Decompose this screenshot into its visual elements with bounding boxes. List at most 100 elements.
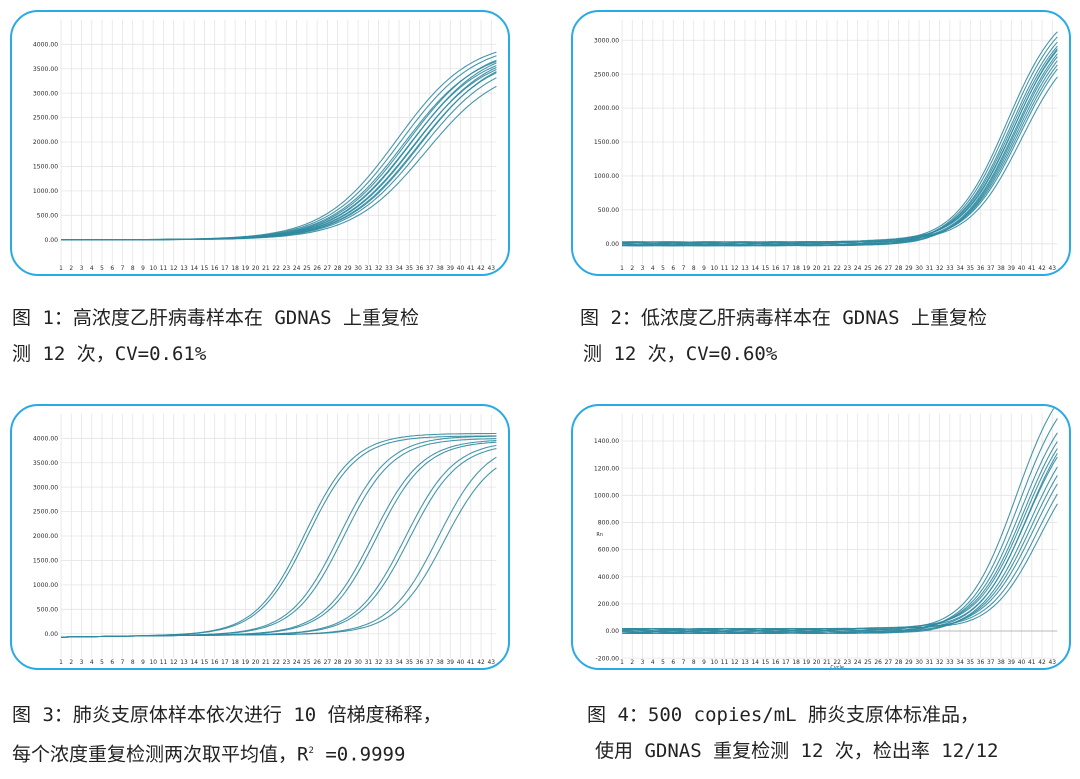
- x-tick-label: 42: [477, 266, 485, 272]
- amplification-curve: [622, 56, 1058, 247]
- amplification-curve: [61, 55, 497, 241]
- x-tick-label: 27: [324, 266, 332, 272]
- x-tick-label: 29: [905, 266, 913, 272]
- amplification-curve: [622, 45, 1058, 247]
- amplification-curve: [61, 85, 497, 241]
- x-tick-label: 16: [772, 660, 780, 666]
- x-tick-label: 32: [375, 660, 383, 666]
- y-tick-label: 0.00: [606, 241, 620, 248]
- x-tick-label: 34: [395, 660, 403, 666]
- x-tick-label: 25: [864, 266, 872, 272]
- x-tick-label: 32: [936, 266, 944, 272]
- x-tick-label: 4: [651, 266, 655, 272]
- amplification-curve: [61, 62, 497, 241]
- amplification-curve: [61, 456, 497, 638]
- x-tick-label: 7: [682, 266, 686, 272]
- caption-1: 图 1：高浓度乙肝病毒样本在 GDNAS 上重复检 测 12 次，CV=0.61…: [12, 300, 419, 372]
- x-tick-label: 38: [997, 660, 1005, 666]
- amplification-curve: [621, 64, 1058, 247]
- x-tick-label: 43: [488, 266, 496, 272]
- x-tick-label: 35: [406, 660, 414, 666]
- x-tick-label: 38: [436, 266, 444, 272]
- x-tick-label: 2: [69, 660, 73, 666]
- chart-panel-3: 1 2 3 4 5 6 7 8 9 10 11 12 13 14 15 16 17 18 19 20 21 22 23 24 2…: [10, 404, 510, 670]
- x-tick-label: 28: [895, 660, 903, 666]
- y-tick-label: 200.00: [598, 601, 619, 608]
- x-tick-label: 3: [641, 266, 645, 272]
- x-tick-label: 5: [100, 660, 104, 666]
- x-tick-label: 18: [231, 660, 239, 666]
- caption-2-line-1: 图 2：低浓度乙肝病毒样本在 GDNAS 上重复检: [580, 307, 987, 329]
- x-tick-label: 33: [385, 660, 393, 666]
- x-tick-label: 17: [782, 660, 790, 666]
- x-tick-label: 24: [854, 266, 862, 272]
- x-tick-label: 35: [967, 266, 975, 272]
- x-tick-label: 40: [457, 660, 465, 666]
- x-tick-label: 20: [813, 266, 821, 272]
- x-tick-label: 14: [190, 660, 198, 666]
- x-tick-label: 12: [170, 660, 178, 666]
- x-tick-label: 13: [180, 266, 188, 272]
- y-tick-label: 600.00: [598, 547, 619, 554]
- y-tick-label: -200.00: [596, 655, 620, 662]
- y-tick-label: 1000.00: [594, 492, 619, 499]
- chart-3: 1 2 3 4 5 6 7 8 9 10 11 12 13 14 15 16 17 18 19 20 21 22 23 24 2…: [33, 413, 497, 666]
- x-tick-label: 19: [803, 660, 811, 666]
- x-tick-label: 28: [334, 266, 342, 272]
- x-tick-label: 17: [221, 266, 229, 272]
- amplification-curve: [621, 483, 1058, 634]
- x-tick-label: 41: [467, 660, 475, 666]
- x-tick-label: 15: [201, 660, 209, 666]
- x-tick-label: 5: [661, 660, 665, 666]
- amplification-curve: [61, 60, 497, 241]
- amplification-curve: [61, 432, 497, 638]
- x-tick-label: 25: [864, 660, 872, 666]
- x-tick-label: 33: [946, 266, 954, 272]
- x-tick-label: 39: [447, 660, 455, 666]
- amplification-curve: [622, 448, 1058, 634]
- x-tick-label: 18: [231, 266, 239, 272]
- x-tick-label: 6: [110, 660, 114, 666]
- x-tick-label: 43: [488, 660, 496, 666]
- caption-1-line-2: 测 12 次，CV=0.61%: [12, 343, 207, 365]
- x-tick-label: 32: [936, 660, 944, 666]
- y-tick-label: 2500.00: [33, 115, 58, 122]
- x-tick-label: 12: [731, 660, 739, 666]
- caption-3-line-1: 图 3：肺炎支原体样本依次进行 10 倍梯度稀释，: [12, 704, 442, 726]
- x-tick-label: 24: [293, 266, 301, 272]
- y-tick-label: 2000.00: [594, 105, 619, 112]
- caption-2: 图 2：低浓度乙肝病毒样本在 GDNAS 上重复检 测 12 次，CV=0.60…: [580, 300, 987, 372]
- x-tick-label: 4: [651, 660, 655, 666]
- x-tick-label: 37: [426, 266, 434, 272]
- x-tick-label: 5: [100, 266, 104, 272]
- x-tick-label: 17: [221, 660, 229, 666]
- r-squared-superscript: 2: [308, 746, 314, 756]
- x-tick-label: 22: [272, 660, 280, 666]
- y-tick-label: 800.00: [598, 520, 619, 527]
- x-tick-label: 36: [416, 660, 424, 666]
- x-tick-label: 42: [1038, 660, 1046, 666]
- y-tick-label: 500.00: [37, 212, 58, 219]
- x-tick-label: 13: [741, 660, 749, 666]
- x-tick-label: 17: [782, 266, 790, 272]
- x-tick-label: 14: [751, 660, 759, 666]
- chart-2: 1 2 3 4 5 6 7 8 9 10 11 12 13 14 15 16 17 18 19 20 21 22 23 24 2…: [594, 19, 1058, 272]
- amplification-curve: [61, 435, 497, 638]
- caption-1-line-1: 图 1：高浓度乙肝病毒样本在 GDNAS 上重复检: [12, 307, 419, 329]
- amplification-curve: [622, 41, 1058, 247]
- x-tick-label: 1: [620, 660, 624, 666]
- x-tick-label: 23: [283, 266, 291, 272]
- x-tick-label: 35: [967, 660, 975, 666]
- y-tick-label: 4000.00: [33, 435, 58, 442]
- chart-4: 1 2 3 4 5 6 7 8 9 10 11 12 13 14 15 16 17 18 19 20 21 22 23 24 2…: [594, 406, 1058, 668]
- x-tick-label: 3: [80, 266, 84, 272]
- amplification-curve: [621, 441, 1058, 634]
- x-tick-label: 11: [160, 266, 168, 272]
- x-tick-label: 18: [792, 660, 800, 666]
- x-tick-label: 14: [751, 266, 759, 272]
- x-tick-label: 16: [211, 266, 219, 272]
- x-tick-label: 39: [1008, 266, 1016, 272]
- x-tick-label: 41: [1028, 266, 1036, 272]
- x-tick-label: 39: [447, 266, 455, 272]
- x-axis-label: Cycle: [830, 665, 843, 668]
